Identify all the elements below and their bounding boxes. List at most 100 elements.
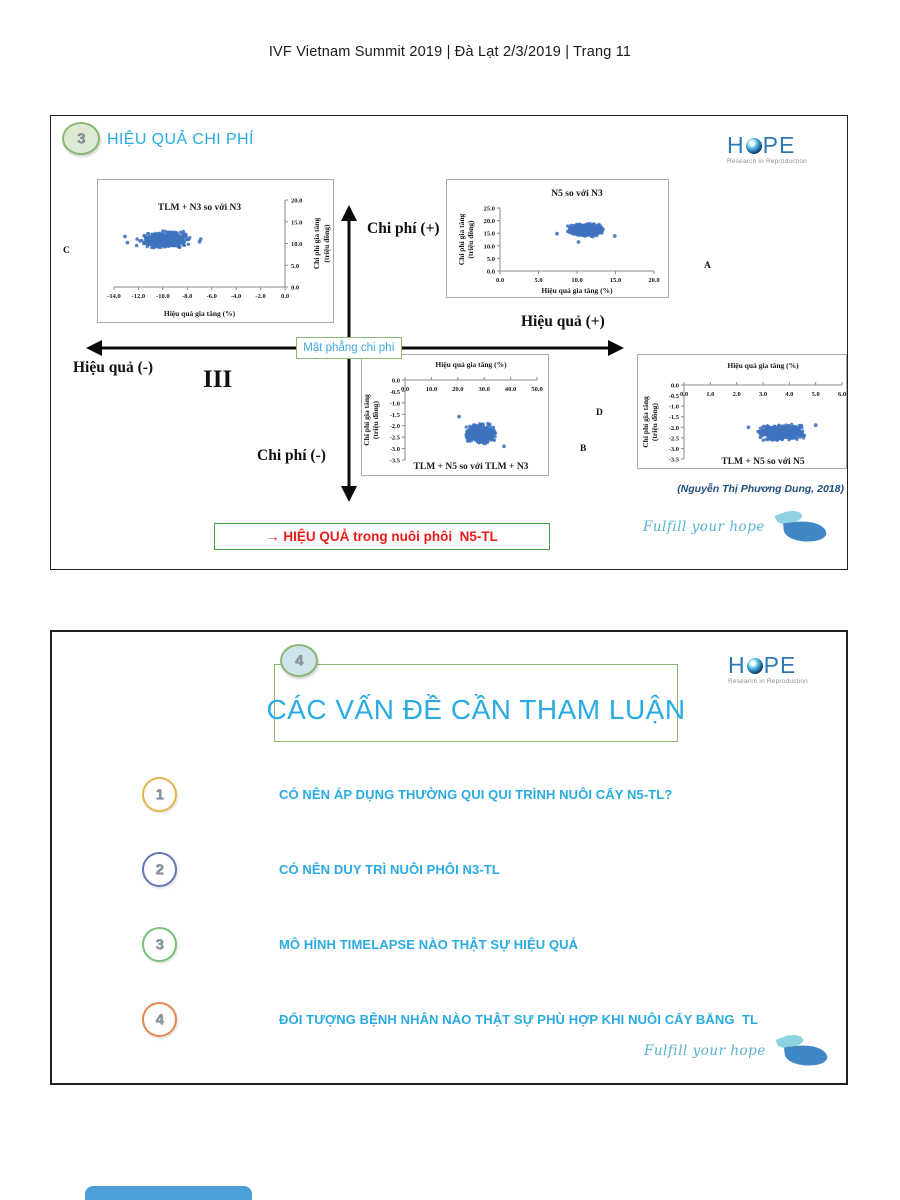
label-quadrant-iii: III <box>203 366 233 393</box>
svg-text:-8.0: -8.0 <box>182 293 192 300</box>
svg-text:10.0: 10.0 <box>571 277 582 284</box>
discussion-item-4: 4 ĐỐI TƯỢNG BỆNH NHÂN NÀO THẬT SỰ PHÙ HỢ… <box>142 1002 758 1037</box>
hope-logo-subtitle: Research in Reproduction <box>728 678 808 685</box>
svg-text:2.0: 2.0 <box>733 391 741 398</box>
discussion-item-3: 3 MÔ HÌNH TIMELAPSE NÀO THẬT SỰ HIỆU QUẢ <box>142 927 578 962</box>
svg-text:1.0: 1.0 <box>706 391 714 398</box>
svg-text:-1.0: -1.0 <box>390 400 400 407</box>
tagline-text: Fulfill your hope <box>644 1043 766 1059</box>
svg-text:15.0: 15.0 <box>610 277 621 284</box>
svg-text:-2.0: -2.0 <box>669 425 679 432</box>
svg-text:20.0: 20.0 <box>648 277 659 284</box>
svg-text:-2.0: -2.0 <box>255 293 265 300</box>
svg-text:(triệu đồng): (triệu đồng) <box>371 400 380 439</box>
label-effect-plus: Hiệu quả (+) <box>521 313 605 330</box>
fulfill-tagline: Fulfill your hope <box>643 506 827 545</box>
svg-text:Hiệu quả gia tăng (%): Hiệu quả gia tăng (%) <box>541 286 613 295</box>
citation: (Nguyễn Thị Phương Dung, 2018) <box>677 483 844 495</box>
svg-text:-3.5: -3.5 <box>669 457 680 464</box>
page-header: IVF Vietnam Summit 2019 | Đà Lạt 2/3/201… <box>268 44 632 60</box>
svg-text:0.0: 0.0 <box>291 285 299 292</box>
svg-text:-0.5: -0.5 <box>669 393 680 400</box>
svg-text:4.0: 4.0 <box>785 391 793 398</box>
label-cost-plus: Chi phí (+) <box>367 220 440 237</box>
item-text: MÔ HÌNH TIMELAPSE NÀO THẬT SỰ HIỆU QUẢ <box>279 937 579 952</box>
svg-text:-10.0: -10.0 <box>156 293 170 300</box>
svg-text:TLM + N3 so với N3: TLM + N3 so với N3 <box>158 203 241 213</box>
svg-text:25.0: 25.0 <box>484 206 495 213</box>
svg-text:3.0: 3.0 <box>759 391 767 398</box>
svg-text:-3.5: -3.5 <box>390 458 401 465</box>
item-text: CÓ NÊN DUY TRÌ NUÔI PHÔI N3-TL <box>279 862 500 877</box>
scatter-chart-tlm-n5-vs-n5: 0.0 1.0 2.0 3.0 4.0 5.0 6.0 0.0 -0.5 -1.0 -1.5 -2.0… <box>637 354 847 469</box>
conclusion-text: → HIỆU QUẢ trong nuôi phôi N5-TL <box>266 529 498 544</box>
slide-title-box: CÁC VẤN ĐỀ CẦN THAM LUẬN <box>266 664 685 742</box>
svg-text:10.0: 10.0 <box>484 243 495 250</box>
discussion-item-2: 2 CÓ NÊN DUY TRÌ NUÔI PHÔI N3-TL <box>142 852 500 887</box>
leaf-logo-icon <box>775 1030 828 1069</box>
svg-text:-4.0: -4.0 <box>231 293 241 300</box>
label-effect-minus: Hiệu quả (-) <box>73 359 154 376</box>
svg-text:0.0: 0.0 <box>487 269 495 276</box>
hope-logo-word: H PE <box>727 134 817 157</box>
slide-number-badge: 3 <box>62 122 100 155</box>
svg-text:-1.5: -1.5 <box>390 412 401 419</box>
item-number-circle: 1 <box>142 777 177 812</box>
item-number: 3 <box>155 936 164 953</box>
svg-text:Chi phí gia tăng: Chi phí gia tăng <box>362 394 371 446</box>
item-number-circle: 3 <box>142 927 177 962</box>
hope-logo-word: H PE <box>728 654 818 677</box>
conclusion-box: → HIỆU QUẢ trong nuôi phôi N5-TL <box>214 523 550 550</box>
label-cost-minus: Chi phí (-) <box>257 447 326 464</box>
svg-text:TLM + N5 so với TLM + N3: TLM + N5 so với TLM + N3 <box>414 462 529 472</box>
svg-text:-3.0: -3.0 <box>669 446 679 453</box>
svg-text:0.0: 0.0 <box>496 277 504 284</box>
chart-letter-b: B <box>580 444 587 454</box>
item-number: 4 <box>155 1011 164 1028</box>
item-number: 1 <box>155 786 164 803</box>
chart-letter-c: C <box>63 246 70 256</box>
svg-text:5.0: 5.0 <box>487 256 495 263</box>
svg-text:0.0: 0.0 <box>671 383 679 390</box>
svg-text:Chi phí gia tăng: Chi phí gia tăng <box>312 218 321 270</box>
svg-text:-3.0: -3.0 <box>390 446 400 453</box>
svg-text:0.0: 0.0 <box>392 378 400 385</box>
svg-text:5.0: 5.0 <box>291 263 299 270</box>
item-text: ĐỐI TƯỢNG BỆNH NHÂN NÀO THẬT SỰ PHÙ HỢP … <box>279 1012 759 1027</box>
svg-text:50.0: 50.0 <box>531 386 542 393</box>
hope-logo-subtitle: Research in Reproduction <box>727 158 807 165</box>
svg-text:10.0: 10.0 <box>426 386 437 393</box>
svg-text:-2.5: -2.5 <box>390 435 401 442</box>
hope-logo: H PE Research in Reproduction <box>727 134 817 166</box>
svg-text:-0.5: -0.5 <box>390 389 401 396</box>
next-page-peek <box>85 1186 252 1200</box>
svg-text:20.0: 20.0 <box>452 386 463 393</box>
svg-text:5.0: 5.0 <box>534 277 542 284</box>
svg-text:Hiệu quả gia tăng (%): Hiệu quả gia tăng (%) <box>435 360 507 369</box>
svg-text:-6.0: -6.0 <box>207 293 217 300</box>
tagline-text: Fulfill your hope <box>643 519 765 535</box>
slide-discussion-points: 4 CÁC VẤN ĐỀ CẦN THAM LUẬN H PE Research … <box>50 630 848 1085</box>
hope-letters-pe: PE <box>763 652 797 678</box>
svg-text:5.0: 5.0 <box>812 391 820 398</box>
svg-text:(triệu đồng): (triệu đồng) <box>466 220 475 259</box>
svg-text:20.0: 20.0 <box>484 218 495 225</box>
svg-text:(triệu đồng): (triệu đồng) <box>650 402 659 441</box>
scatter-chart-tlm-n5-vs-tlm-n3: 0.0 10.0 20.0 30.0 40.0 50.0 0.0 -0.5 -1.0 -1.5 -2… <box>361 354 549 476</box>
slide-number: 3 <box>76 130 86 147</box>
discussion-item-1: 1 CÓ NÊN ÁP DỤNG THƯỜNG QUI QUI TRÌNH NU… <box>142 777 672 812</box>
svg-text:0.0: 0.0 <box>680 391 688 398</box>
item-text: CÓ NÊN ÁP DỤNG THƯỜNG QUI QUI TRÌNH NUÔI… <box>279 787 673 802</box>
slide-title: CÁC VẤN ĐỀ CẦN THAM LUẬN <box>266 694 686 725</box>
slide-cost-effectiveness: 3 HIỆU QUẢ CHI PHÍ H PE Research in Repro… <box>50 115 848 570</box>
svg-text:15.0: 15.0 <box>484 231 495 238</box>
svg-text:(triệu đồng): (triệu đồng) <box>322 224 331 263</box>
hope-letter-h: H <box>728 652 746 678</box>
slide-title: HIỆU QUẢ CHI PHÍ <box>107 131 254 148</box>
chart-letter-d: D <box>596 408 603 418</box>
svg-text:-2.0: -2.0 <box>390 423 400 430</box>
leaf-big-icon <box>783 1042 828 1069</box>
hope-letter-h: H <box>727 132 745 158</box>
leaf-logo-icon <box>774 506 827 545</box>
